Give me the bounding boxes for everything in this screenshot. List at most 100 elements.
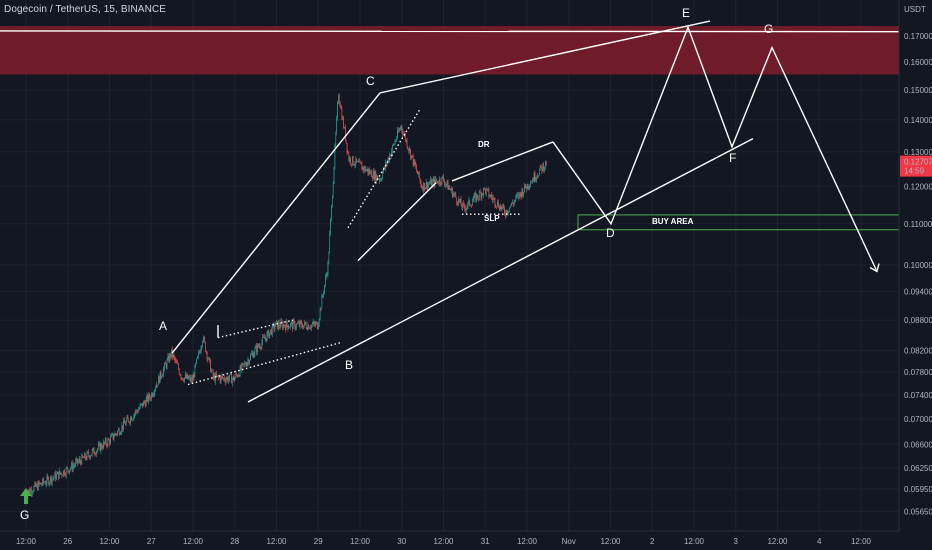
candle-body xyxy=(304,321,305,326)
candle-body xyxy=(425,187,426,190)
candle-body xyxy=(380,179,382,181)
candle-body xyxy=(268,330,270,338)
candle-body xyxy=(44,482,46,485)
x-tick-label: 31 xyxy=(481,537,490,546)
candle-body xyxy=(65,468,67,476)
candle-body xyxy=(434,178,436,186)
x-tick-label: 12:00 xyxy=(517,537,538,546)
candle-body xyxy=(185,374,187,379)
x-tick-label: 12:00 xyxy=(600,537,621,546)
candle-body xyxy=(178,364,179,370)
candle-body xyxy=(381,178,383,180)
candle-body xyxy=(76,458,77,462)
candle-body xyxy=(391,145,393,152)
candle-body xyxy=(345,127,346,140)
candle-body xyxy=(127,417,129,419)
candle-body xyxy=(126,417,128,422)
candle-body xyxy=(94,453,96,455)
candle-body xyxy=(153,393,155,395)
candle-body xyxy=(470,205,471,207)
candle-body xyxy=(295,327,297,329)
candle-body xyxy=(163,368,164,375)
candle-body xyxy=(389,154,390,161)
candle-body xyxy=(379,179,381,181)
x-tick-label: Nov xyxy=(562,537,576,546)
candle-body xyxy=(393,144,395,146)
candle-body xyxy=(455,193,457,198)
candle-body xyxy=(211,370,213,372)
candle-body xyxy=(202,341,203,346)
candle-body xyxy=(115,433,117,435)
candle-body xyxy=(391,151,392,157)
candle-body xyxy=(218,375,219,378)
candle-body xyxy=(378,179,380,181)
candle-body xyxy=(261,342,263,348)
candle-body xyxy=(135,410,137,414)
candle-body xyxy=(277,320,278,329)
candle-body xyxy=(331,197,333,206)
candle-body xyxy=(34,482,36,487)
candle-body xyxy=(539,165,541,171)
candle-body xyxy=(91,454,92,456)
label-e: E xyxy=(682,6,690,20)
candle-body xyxy=(448,187,450,190)
candle-body xyxy=(192,375,194,382)
candle-body xyxy=(452,188,453,198)
price-badge xyxy=(900,155,932,177)
candle-body xyxy=(294,321,296,329)
candle-body xyxy=(220,376,222,382)
candle-body xyxy=(475,193,477,202)
candle-body xyxy=(174,357,176,361)
candle-body xyxy=(224,380,226,383)
candle-body xyxy=(61,473,63,476)
candle-body xyxy=(447,181,449,190)
candle-body xyxy=(255,345,257,349)
candle-body xyxy=(198,352,200,354)
candle-body xyxy=(382,172,384,179)
candle-body xyxy=(264,337,265,339)
candle-body xyxy=(506,210,508,214)
candle-body xyxy=(533,173,535,182)
candle-body xyxy=(265,338,266,340)
x-tick-label: 30 xyxy=(397,537,406,546)
candle-body xyxy=(460,198,462,206)
candle-body xyxy=(111,434,112,437)
candle-body xyxy=(483,188,484,195)
candle-body xyxy=(104,441,105,444)
candle-body xyxy=(96,450,97,455)
line-c-e xyxy=(379,20,711,94)
candle-body xyxy=(81,455,83,465)
candle-body xyxy=(466,206,468,209)
candle-body xyxy=(351,156,353,165)
candle-body xyxy=(340,107,342,109)
label-c: C xyxy=(366,74,375,88)
candle-body xyxy=(238,375,240,377)
candle-body xyxy=(394,141,396,145)
candle-body xyxy=(425,182,427,188)
candle-body xyxy=(85,458,87,460)
candle-body xyxy=(334,145,336,168)
candle-body xyxy=(354,164,356,166)
candle-body xyxy=(407,147,409,150)
candle-body xyxy=(325,277,326,286)
candle-body xyxy=(410,149,411,159)
candle-body xyxy=(313,321,315,324)
candle-body xyxy=(132,418,134,420)
candle-body xyxy=(420,181,422,186)
candle-body xyxy=(269,332,270,338)
flag-upper-dotted xyxy=(347,108,421,229)
candle-body xyxy=(532,179,533,183)
candle-body xyxy=(536,176,537,180)
candle-body xyxy=(538,175,539,177)
candle-body xyxy=(162,374,163,377)
candle-body xyxy=(42,478,43,485)
candle-body xyxy=(36,483,37,487)
candle-body xyxy=(77,458,78,464)
candle-body xyxy=(190,376,191,382)
candle-body xyxy=(406,140,408,148)
candle-body xyxy=(342,117,344,120)
candle-body xyxy=(57,471,59,479)
candle-body xyxy=(545,160,547,165)
candle-body xyxy=(542,164,544,172)
